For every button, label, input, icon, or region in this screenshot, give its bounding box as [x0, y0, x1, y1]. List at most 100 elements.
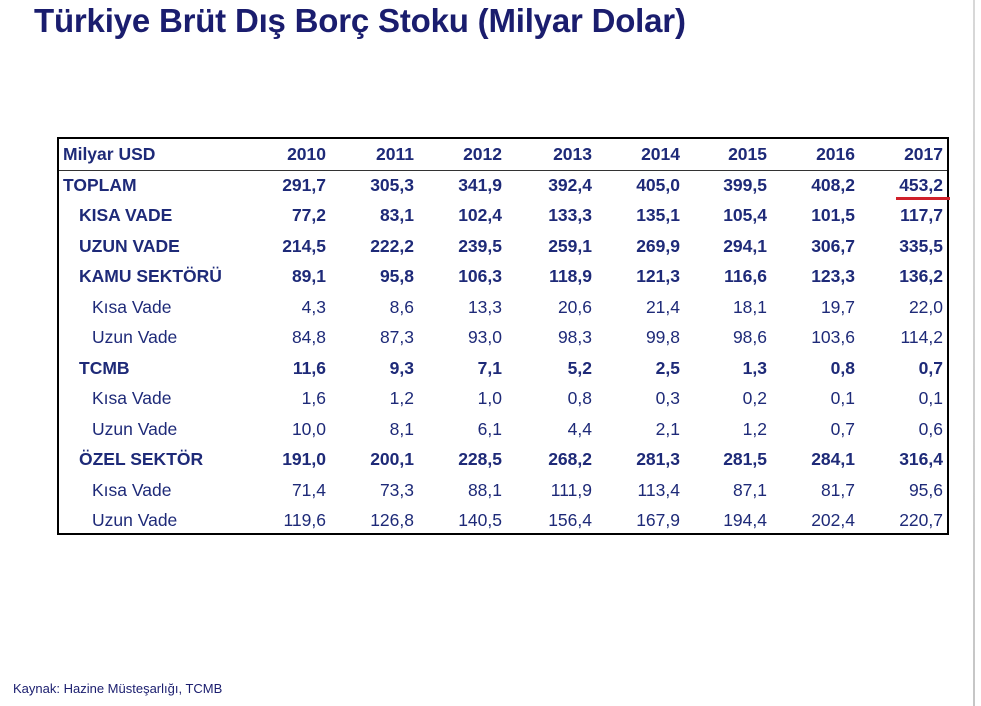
table-cell-value: 19,7: [820, 296, 855, 317]
table-cell-value: 114,2: [900, 327, 944, 347]
table-cell-value: 453,2: [899, 174, 943, 195]
table-cell-value: 140,5: [458, 510, 502, 530]
table-cell-value: 95,8: [379, 266, 414, 286]
table-cell-value: 99,8: [645, 327, 680, 347]
table-cell-value: 1,6: [301, 388, 326, 408]
column-header-year: 2010: [287, 144, 326, 164]
row-label: TCMB: [79, 357, 130, 378]
table-cell-value: 4,4: [567, 418, 592, 439]
table-cell-value: 111,9: [550, 479, 592, 500]
table-cell-value: 156,4: [548, 510, 592, 530]
table-header-row: Milyar USD 2010 2011 2012 2013 2014 2015 2016 20…: [59, 139, 947, 171]
table-cell-value: 0,2: [742, 388, 767, 408]
source-note: Kaynak: Hazine Müsteşarlığı, TCMB: [13, 681, 223, 696]
table-cell-value: 405,0: [636, 174, 680, 195]
table-row: TCMB 11,6 9,3 7,1 5,2 2,5 1,3 0,8 0,7: [59, 353, 947, 384]
row-label: Kısa Vade: [92, 479, 172, 500]
table-cell-value: 84,8: [291, 327, 326, 347]
table-cell-value: 202,4: [811, 510, 855, 530]
table-cell-value: 10,0: [291, 418, 326, 439]
table-cell-value: 294,1: [723, 235, 767, 256]
row-label: TOPLAM: [63, 174, 137, 195]
table-cell-value: 239,5: [458, 235, 502, 256]
table-row: Kısa Vade 71,4 73,3 88,1 111,9 113,4 87,1 81,7 9…: [59, 475, 947, 506]
table-cell-value: 2,5: [655, 357, 680, 378]
table-row: Uzun Vade 84,8 87,3 93,0 98,3 99,8 98,6 103,6 11…: [59, 322, 947, 353]
column-header-year: 2012: [463, 144, 502, 164]
table-cell-value: 113,4: [637, 479, 681, 500]
table-row: TOPLAM 291,7 305,3 341,9 392,4 405,0 399,5 408,…: [59, 170, 947, 201]
table-cell-value: 116,6: [724, 266, 767, 286]
table-cell-value: 13,3: [467, 296, 502, 317]
table-cell-value: 101,5: [811, 205, 855, 225]
table-row: Uzun Vade 119,6 126,8 140,5 156,4 167,9 194,4 2…: [59, 505, 947, 536]
table-cell-value: 22,0: [908, 296, 943, 317]
row-label: Uzun Vade: [92, 327, 178, 347]
table-cell-value: 1,0: [477, 388, 502, 408]
table-cell-value: 106,3: [458, 266, 502, 286]
column-header-year: 2017: [904, 144, 943, 164]
table-cell-value: 191,0: [282, 449, 326, 469]
row-label: ÖZEL SEKTÖR: [79, 449, 204, 469]
table-cell-value: 335,5: [899, 235, 943, 256]
table-cell-value: 77,2: [291, 205, 326, 225]
table-row: ÖZEL SEKTÖR 191,0 200,1 228,5 268,2 281,3 281,…: [59, 444, 947, 475]
table-cell-value: 83,1: [379, 205, 414, 225]
table-cell-value: 220,7: [899, 510, 943, 530]
table-cell-value: 306,7: [811, 235, 855, 256]
table-cell-value: 167,9: [636, 510, 680, 530]
table-row: KISA VADE 77,2 83,1 102,4 133,3 135,1 105,4 101…: [59, 200, 947, 231]
table-cell-value: 305,3: [370, 174, 414, 195]
table-cell-value: 214,5: [282, 235, 326, 256]
table-cell-value: 20,6: [557, 296, 592, 317]
table-cell-value: 117,7: [900, 205, 943, 225]
table-cell-value: 6,1: [477, 418, 502, 439]
table-cell-value: 126,8: [370, 510, 414, 530]
table-cell-value: 0,6: [918, 418, 943, 439]
table-cell-value: 11,6: [292, 357, 326, 378]
row-label: Uzun Vade: [92, 418, 178, 439]
column-header-year: 2016: [816, 144, 855, 164]
table-cell-value: 71,4: [291, 479, 326, 500]
highlight-underline: [896, 196, 950, 200]
row-label: Kısa Vade: [92, 388, 172, 408]
row-label: UZUN VADE: [79, 235, 180, 256]
table-cell-value: 88,1: [467, 479, 502, 500]
table-row: UZUN VADE 214,5 222,2 239,5 259,1 269,9 294,1 3…: [59, 231, 947, 262]
table-row: KAMU SEKTÖRÜ 89,1 95,8 106,3 118,9 121,3 116,6…: [59, 261, 947, 292]
table-cell-value: 399,5: [723, 174, 767, 195]
table-cell-value: 4,3: [301, 296, 326, 317]
table-cell-value: 269,9: [636, 235, 680, 256]
column-header-label: Milyar USD: [63, 144, 156, 164]
table-cell-value: 0,1: [830, 388, 855, 408]
row-label: Kısa Vade: [92, 296, 172, 317]
table-cell-value: 8,6: [389, 296, 414, 317]
table-cell-value: 105,4: [723, 205, 767, 225]
table-cell-value: 194,4: [723, 510, 767, 530]
row-label: KAMU SEKTÖRÜ: [79, 266, 222, 286]
table-cell-value: 18,1: [732, 296, 767, 317]
table-row: Uzun Vade 10,0 8,1 6,1 4,4 2,1 1,2 0,7 0,6: [59, 414, 947, 445]
table-cell-value: 228,5: [458, 449, 502, 469]
table-row: Kısa Vade 4,3 8,6 13,3 20,6 21,4 18,1 19,7 22,0: [59, 292, 947, 323]
table-cell-value: 135,1: [636, 205, 680, 225]
table-cell-value: 118,9: [549, 266, 592, 286]
column-header-year: 2014: [641, 144, 680, 164]
column-header-year: 2011: [376, 144, 414, 164]
column-header-year: 2015: [728, 144, 767, 164]
table-cell-value: 392,4: [548, 174, 592, 195]
right-edge-frame: [973, 0, 975, 706]
table-cell-value: 93,0: [467, 327, 502, 347]
table-cell-value: 98,3: [557, 327, 592, 347]
table-cell-value: 259,1: [548, 235, 592, 256]
table-cell-value: 268,2: [548, 449, 592, 469]
table-cell-value: 133,3: [548, 205, 592, 225]
table-cell-value: 291,7: [282, 174, 326, 195]
table-cell-value: 73,3: [379, 479, 414, 500]
column-header-year: 2013: [553, 144, 592, 164]
table-cell-value: 1,2: [742, 418, 767, 439]
table-cell-value: 98,6: [732, 327, 767, 347]
table-cell-value: 81,7: [820, 479, 855, 500]
table-cell-value: 102,4: [458, 205, 502, 225]
table-cell-value: 281,5: [723, 449, 767, 469]
